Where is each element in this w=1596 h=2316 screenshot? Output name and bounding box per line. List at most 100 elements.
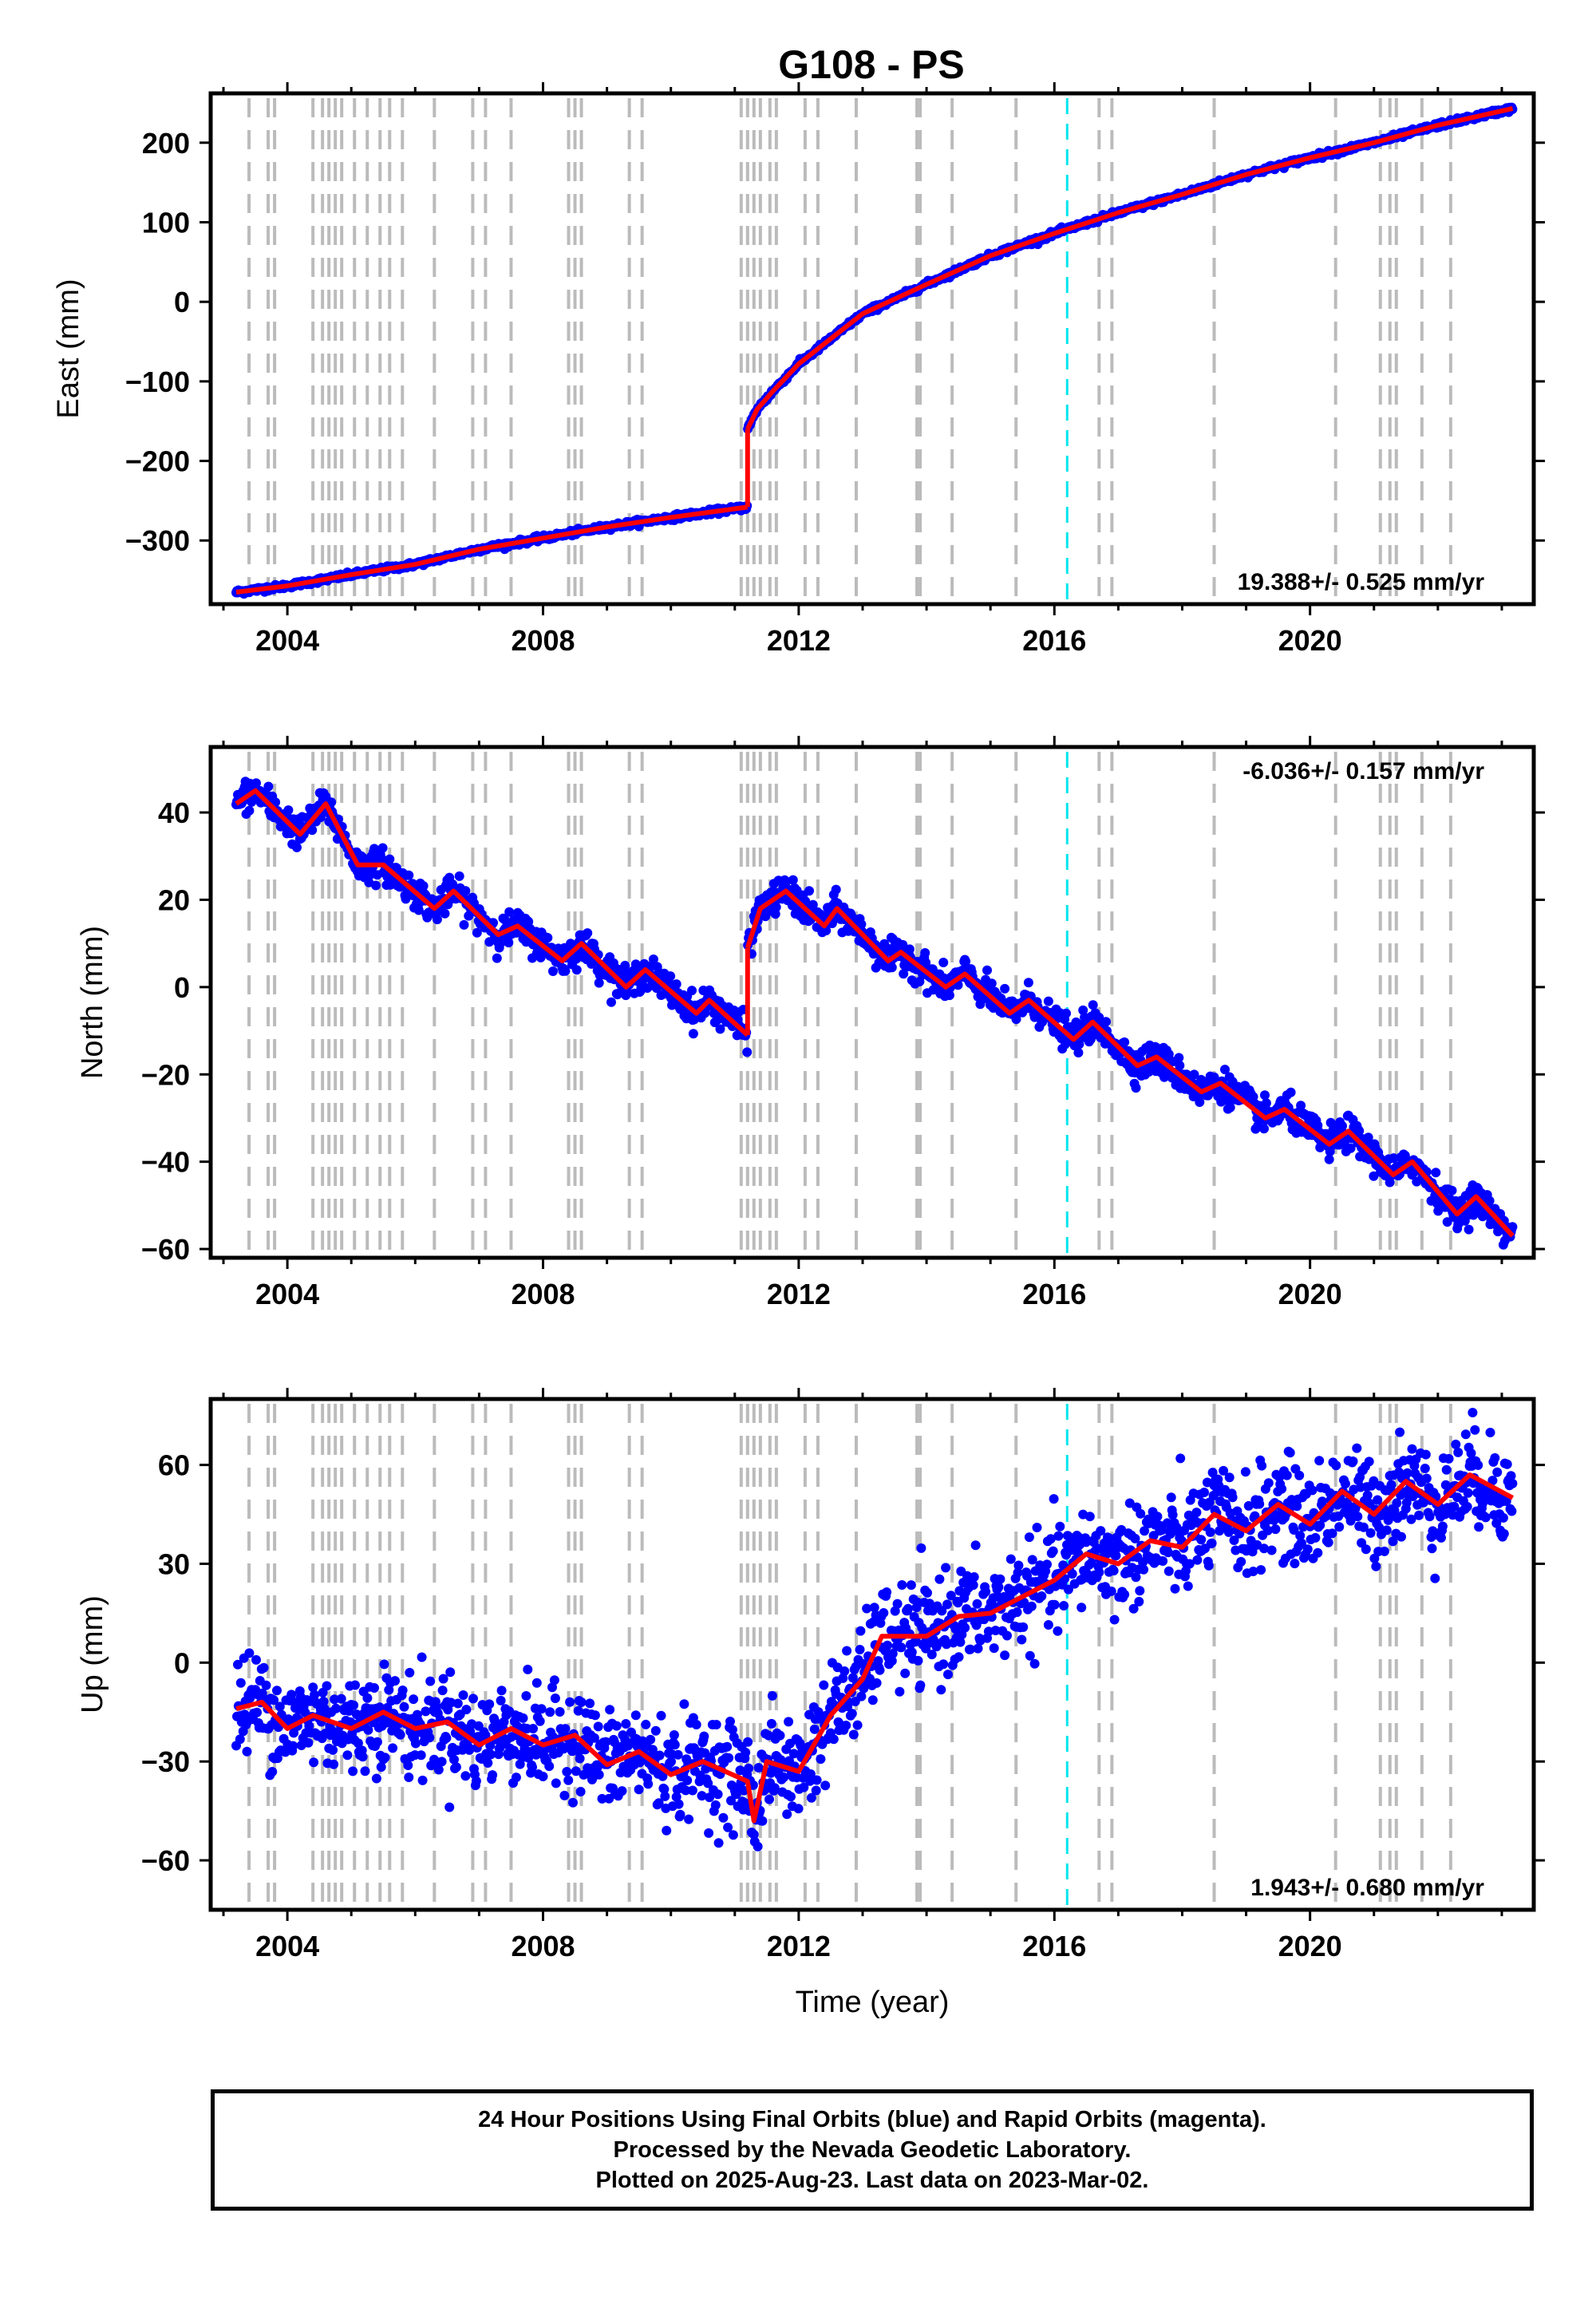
data-point xyxy=(528,1724,538,1733)
data-point xyxy=(1189,1069,1199,1080)
data-point xyxy=(377,843,388,853)
data-points xyxy=(231,777,1518,1250)
data-point xyxy=(658,1771,668,1781)
data-point xyxy=(671,1792,681,1802)
data-point xyxy=(670,1740,680,1750)
data-point xyxy=(269,1695,279,1705)
data-point xyxy=(1243,1500,1254,1511)
data-point xyxy=(912,1597,922,1607)
data-point xyxy=(576,1697,587,1707)
data-point xyxy=(433,1765,444,1775)
data-point xyxy=(362,1693,373,1703)
data-point xyxy=(811,1785,821,1796)
data-point xyxy=(379,1659,389,1670)
x-tick-label: 2012 xyxy=(767,624,831,657)
data-point xyxy=(515,1759,525,1769)
data-point xyxy=(766,1768,776,1778)
data-point xyxy=(1507,1222,1518,1232)
data-point xyxy=(990,1626,1001,1635)
data-point xyxy=(1108,1566,1119,1576)
data-point xyxy=(417,1652,427,1662)
data-point xyxy=(496,1686,507,1696)
data-point xyxy=(594,978,604,988)
data-point xyxy=(867,1695,878,1705)
data-point xyxy=(527,1762,537,1773)
data-point xyxy=(687,1785,697,1796)
data-point xyxy=(697,1791,707,1801)
data-point xyxy=(563,1775,574,1785)
data-point xyxy=(1170,1583,1180,1594)
data-point xyxy=(342,1750,353,1761)
data-point xyxy=(1236,1556,1246,1567)
data-point xyxy=(308,1682,318,1693)
data-point xyxy=(784,1717,794,1727)
data-point xyxy=(585,1698,595,1709)
data-point xyxy=(1017,1634,1027,1645)
data-point xyxy=(1389,1153,1399,1164)
y-axis-label: East (mm) xyxy=(52,279,85,418)
model-line xyxy=(235,504,749,595)
data-point xyxy=(1024,1532,1034,1543)
x-tick-label: 2004 xyxy=(255,624,319,657)
data-point xyxy=(235,1734,245,1745)
data-point xyxy=(1192,1555,1203,1565)
data-point xyxy=(769,1783,780,1793)
data-point xyxy=(820,1780,831,1791)
data-point xyxy=(1005,1554,1016,1564)
data-point xyxy=(1077,1603,1087,1613)
data-point xyxy=(1484,1196,1495,1206)
data-point xyxy=(660,1791,670,1801)
data-point xyxy=(883,1640,893,1650)
data-point xyxy=(892,1599,903,1609)
data-point xyxy=(244,805,255,816)
x-tick-label: 2016 xyxy=(1022,624,1086,657)
data-point xyxy=(767,1690,777,1701)
data-point xyxy=(538,1772,548,1781)
data-point xyxy=(275,1701,285,1712)
data-point xyxy=(1106,1586,1116,1596)
data-point xyxy=(735,1765,745,1776)
data-point xyxy=(903,1603,913,1614)
data-point xyxy=(804,886,814,896)
data-point xyxy=(1055,1521,1065,1531)
data-point xyxy=(946,1591,956,1601)
data-point xyxy=(890,1606,900,1616)
data-point xyxy=(1084,1512,1095,1522)
data-point xyxy=(460,886,471,896)
data-point xyxy=(711,1720,721,1729)
data-point xyxy=(831,884,841,895)
data-point xyxy=(263,781,274,792)
data-point xyxy=(981,1587,991,1597)
data-point xyxy=(371,880,381,891)
data-point xyxy=(681,1785,691,1796)
data-point xyxy=(1235,1528,1245,1539)
data-point xyxy=(399,1701,409,1712)
data-point xyxy=(1337,1120,1347,1131)
data-point xyxy=(360,1766,370,1777)
data-point xyxy=(307,825,318,836)
data-point xyxy=(583,928,593,939)
data-point xyxy=(531,1678,542,1688)
data-point xyxy=(1166,1492,1176,1503)
data-point xyxy=(575,1753,585,1764)
data-point xyxy=(936,1685,946,1695)
data-point xyxy=(460,1771,471,1781)
data-point xyxy=(1199,1488,1209,1497)
data-point xyxy=(855,1645,865,1654)
data-point xyxy=(461,1705,472,1715)
data-point xyxy=(1158,1556,1168,1566)
data-point xyxy=(1203,1560,1214,1571)
data-point xyxy=(904,944,915,954)
plot-frame xyxy=(208,91,1536,607)
data-point xyxy=(920,948,930,958)
data-point xyxy=(970,1540,981,1551)
data-point xyxy=(1431,1168,1441,1178)
data-point xyxy=(753,1841,763,1852)
data-point xyxy=(348,1766,358,1777)
data-point xyxy=(385,854,395,864)
data-point xyxy=(560,966,571,976)
data-point xyxy=(601,1737,611,1747)
data-point xyxy=(1282,1470,1292,1480)
data-point xyxy=(669,1730,679,1740)
data-point xyxy=(621,1719,631,1729)
